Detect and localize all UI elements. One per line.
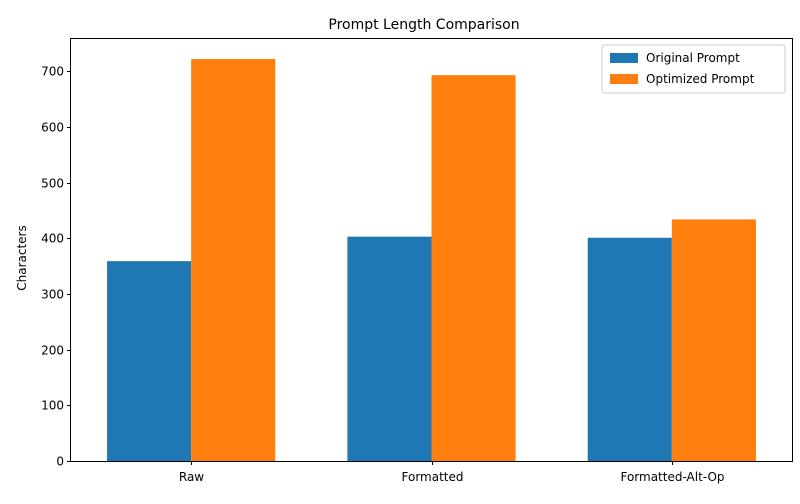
- y-tick-label: 200: [41, 344, 64, 358]
- y-tick-label: 400: [41, 232, 64, 246]
- y-tick-label: 500: [41, 177, 64, 191]
- legend-label-optimized: Optimized Prompt: [646, 72, 755, 86]
- plot-frame: [70, 38, 793, 462]
- legend-label-original: Original Prompt: [646, 51, 740, 65]
- bars-layer: [107, 59, 756, 462]
- bar-original-prompt-raw: [107, 261, 192, 461]
- bar-optimized-prompt-formatted-alt-op: [671, 219, 756, 461]
- bar-original-prompt-formatted: [347, 236, 432, 461]
- bar-original-prompt-formatted-alt-op: [587, 237, 672, 461]
- legend-swatch-optimized: [610, 74, 638, 84]
- bar-optimized-prompt-raw: [191, 59, 276, 462]
- y-tick-label: 0: [56, 455, 64, 469]
- legend: Original Prompt Optimized Prompt: [601, 44, 786, 94]
- x-axis-ticks: Raw Formatted Formatted-Alt-Op: [179, 461, 725, 484]
- bar-optimized-prompt-formatted: [431, 75, 516, 462]
- y-axis-ticks: 0 100 200 300 400 500 600 700: [41, 65, 71, 469]
- y-tick-label: 300: [41, 288, 64, 302]
- y-tick-label: 100: [41, 399, 64, 413]
- legend-swatch-original: [610, 53, 638, 63]
- x-tick-label-formatted: Formatted: [402, 470, 464, 484]
- chart-title: Prompt Length Comparison: [328, 17, 519, 33]
- x-tick-label-raw: Raw: [179, 470, 204, 484]
- x-tick-label-formatted-alt-op: Formatted-Alt-Op: [620, 470, 724, 484]
- y-axis-label: Characters: [15, 225, 29, 291]
- y-tick-label: 600: [41, 121, 64, 135]
- y-tick-label: 700: [41, 65, 64, 79]
- legend-box: [601, 44, 786, 94]
